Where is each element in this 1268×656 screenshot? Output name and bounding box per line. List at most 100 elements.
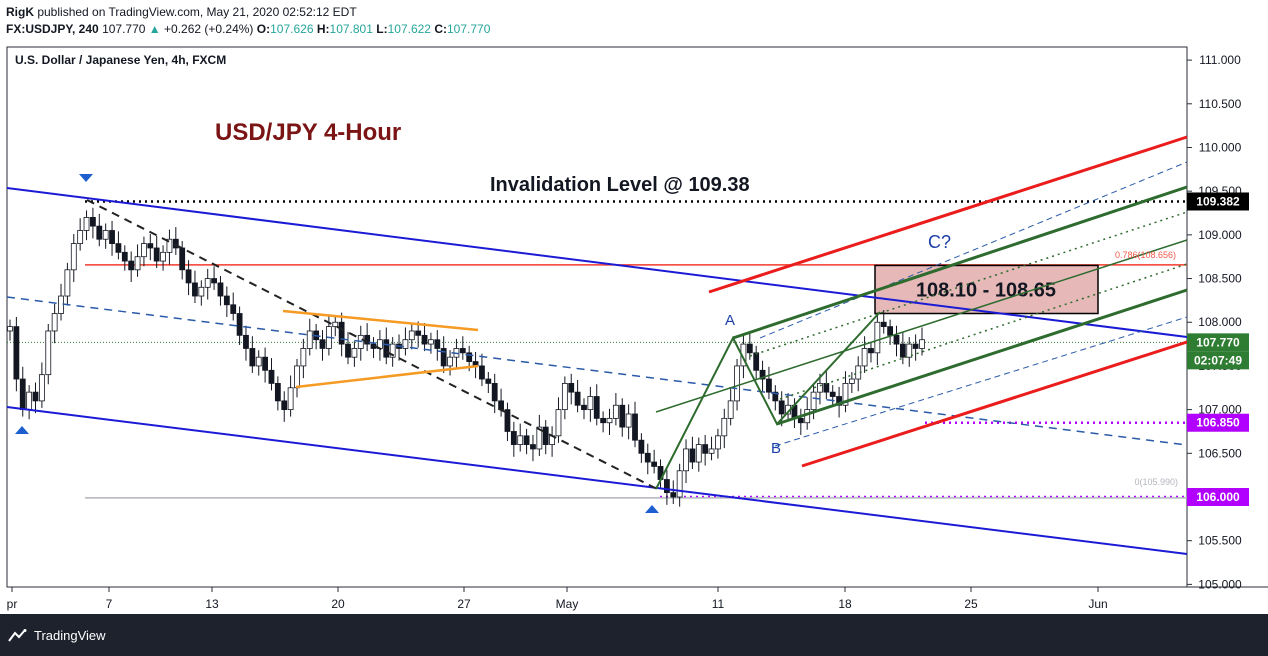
candle — [408, 323, 415, 350]
candle — [70, 233, 77, 283]
last-price: 107.770 — [102, 22, 146, 36]
candle — [223, 286, 230, 317]
candle — [204, 268, 211, 300]
black-trendline[interactable] — [86, 199, 658, 490]
candle — [332, 315, 339, 337]
candle — [440, 336, 447, 373]
candle — [421, 323, 428, 352]
low-value: 107.622 — [387, 22, 431, 36]
candle — [121, 245, 128, 271]
candle — [893, 325, 900, 357]
wave-path[interactable] — [655, 311, 881, 490]
publisher-name[interactable]: RigK — [6, 5, 34, 19]
y-tick-label: 108.000 — [1198, 315, 1242, 329]
candle — [51, 303, 58, 344]
candle — [351, 341, 358, 367]
change-up-icon: ▲ — [148, 22, 161, 36]
candle — [300, 338, 307, 379]
candle — [236, 306, 243, 345]
candle — [338, 312, 345, 357]
candle — [848, 372, 855, 394]
candle — [198, 280, 205, 306]
candle — [179, 240, 186, 280]
x-tick-label: 27 — [457, 597, 471, 611]
candle — [523, 428, 530, 455]
candle — [77, 218, 84, 251]
y-tick-label: 107.000 — [1198, 403, 1242, 417]
candle — [243, 325, 249, 361]
candle — [211, 266, 217, 290]
svg-text:02:07:49: 02:07:49 — [1194, 353, 1242, 367]
x-tick-label: 18 — [838, 597, 852, 611]
time-axis[interactable]: pr 7 13 20 27 May 11 18 25 Jun — [7, 587, 1108, 611]
support-2-price-tag[interactable]: 106.000 — [1187, 488, 1249, 506]
candle — [510, 421, 517, 457]
candle — [772, 385, 779, 411]
tradingview-logo[interactable]: TradingView — [8, 628, 106, 643]
candle — [676, 463, 683, 507]
candle — [415, 321, 422, 348]
red-channel-upper[interactable] — [708, 135, 1188, 294]
candle — [919, 327, 925, 356]
candle — [778, 391, 785, 427]
triangle-lower[interactable] — [295, 364, 479, 389]
publication-header: RigK published on TradingView.com, May 2… — [0, 0, 1268, 42]
close-label: C: — [434, 22, 447, 36]
current-price-tag[interactable]: 107.770 — [1187, 333, 1249, 352]
candle — [102, 223, 109, 249]
wave-c-label: C? — [928, 232, 951, 252]
candle — [695, 437, 702, 472]
candle — [593, 384, 600, 426]
candle — [147, 233, 154, 261]
green-fork-upper[interactable] — [732, 185, 1188, 340]
candle — [632, 401, 638, 448]
candle — [160, 245, 166, 271]
candle — [715, 428, 721, 459]
blue-channel-lower[interactable] — [6, 406, 1188, 555]
target-zone-label: 108.10 - 108.65 — [916, 279, 1056, 301]
candle — [479, 353, 485, 387]
x-tick-label: 13 — [205, 597, 219, 611]
green-median-line[interactable] — [655, 239, 1188, 413]
blue-dashed-upper — [759, 161, 1188, 339]
candle — [880, 310, 887, 334]
tradingview-logo-icon — [8, 628, 27, 642]
fib-0-label: 0(105.990) — [1134, 477, 1178, 487]
green-fork-lower[interactable] — [776, 288, 1188, 426]
y-tick-label: 110.500 — [1199, 97, 1242, 111]
candle — [249, 336, 256, 373]
blue-channel-mid[interactable] — [6, 296, 1188, 446]
candle — [13, 317, 20, 392]
blue-channel-upper[interactable] — [6, 187, 1188, 338]
candle — [485, 372, 492, 394]
candle — [689, 436, 696, 470]
candle — [612, 393, 619, 426]
candle — [708, 436, 715, 461]
pivot-high-marker-icon — [79, 174, 93, 182]
candle — [217, 275, 224, 306]
candle — [638, 433, 645, 463]
ohlc-readout: FX:USDJPY, 240 107.770 ▲ +0.262 (+0.24%)… — [6, 22, 490, 36]
candle — [581, 398, 587, 420]
invalidation-price-tag[interactable]: 109.382 — [1187, 192, 1249, 211]
svg-text:106.000: 106.000 — [1196, 490, 1240, 504]
candle — [574, 379, 581, 413]
y-tick-label: 108.500 — [1198, 272, 1242, 286]
candle — [606, 408, 613, 435]
candle — [491, 373, 498, 414]
candle — [727, 388, 734, 426]
candle — [402, 327, 409, 356]
wave-b-label: B — [771, 440, 781, 457]
candle — [702, 434, 709, 466]
fib-786-label: 0.786(108.656) — [1115, 250, 1176, 260]
pivot-low-marker-icon-may — [645, 505, 659, 513]
support-1-price-tag[interactable]: 106.850 — [1187, 413, 1249, 432]
red-channel-lower[interactable] — [801, 340, 1188, 468]
triangle-upper[interactable] — [282, 309, 479, 332]
candle — [447, 350, 453, 376]
candle — [625, 404, 632, 440]
candle — [172, 227, 179, 255]
price-chart[interactable]: 111.000110.500110.000109.500109.000108.5… — [0, 42, 1268, 614]
y-tick-label: 105.000 — [1198, 577, 1242, 591]
candle — [663, 469, 670, 505]
